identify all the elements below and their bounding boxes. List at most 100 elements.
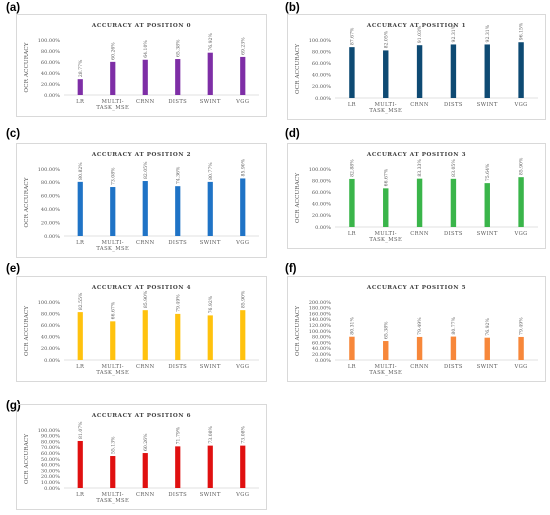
y-tick-label: 60.00% <box>41 451 60 457</box>
bar-multi-task-mse <box>110 321 116 360</box>
y-tick-label: 40.00% <box>312 346 331 352</box>
x-tick-label: MULTI-TASK_MSE <box>96 364 129 376</box>
y-tick-label: 100.00% <box>309 167 331 173</box>
data-label: 85.90% <box>240 158 246 176</box>
chart-panel-b: ACCURACY AT POSITION 1 OCR ACCURACY 0.00% 2… <box>287 14 546 120</box>
chart-svg: ACCURACY AT POSITION 3 OCR ACCURACY 0.00% 2… <box>287 143 546 249</box>
data-label: 65.38% <box>175 39 181 57</box>
data-label: 79.49% <box>417 317 423 335</box>
data-label: 82.55% <box>78 292 84 310</box>
x-tick-label: SWINT <box>477 102 498 108</box>
data-label: 87.67% <box>350 27 356 45</box>
data-label: 82.05% <box>143 161 149 179</box>
data-label: 91.03% <box>417 25 423 43</box>
y-tick-label: 140.00% <box>309 317 331 323</box>
data-label: 73.08% <box>110 167 116 185</box>
bar-multi-task-mse <box>383 50 389 98</box>
x-tick-label: DISTS <box>444 102 463 108</box>
panel-label-g: (g) <box>6 400 21 412</box>
chart-title: ACCURACY AT POSITION 3 <box>366 152 466 158</box>
data-label: 73.08% <box>240 425 246 443</box>
bar-crnn <box>142 59 148 95</box>
bar-multi-task-mse <box>110 61 116 95</box>
data-label: 76.92% <box>208 295 214 313</box>
bar-multi-task-mse <box>110 456 116 488</box>
chart-frame <box>287 143 546 249</box>
bar-multi-task-mse <box>383 341 389 360</box>
data-label: 74.36% <box>175 166 181 184</box>
y-tick-label: 40.00% <box>41 71 60 77</box>
y-tick-label: 100.00% <box>38 167 60 173</box>
y-tick-label: 0.00% <box>315 96 331 102</box>
y-tick-label: 50.00% <box>41 457 60 463</box>
x-tick-label: CRNN <box>136 99 155 105</box>
y-axis-label: OCR ACCURACY <box>24 434 30 484</box>
x-tick-label: VGG <box>235 492 249 498</box>
bar-swint <box>484 44 490 98</box>
bar-dists <box>450 44 457 98</box>
y-tick-label: 10.00% <box>41 480 60 486</box>
y-axis-label: OCR ACCURACY <box>295 306 301 356</box>
x-tick-label: SWINT <box>200 99 221 105</box>
y-tick-label: 30.00% <box>41 468 60 474</box>
x-tick-label: DISTS <box>444 231 463 237</box>
y-tick-label: 70.00% <box>41 445 60 451</box>
bar-crnn <box>142 181 148 236</box>
bar-crnn <box>416 178 423 227</box>
bar-swint <box>484 183 490 227</box>
y-tick-label: 0.00% <box>44 93 60 99</box>
x-tick-label: VGG <box>235 240 249 246</box>
data-label: 55.13% <box>110 436 116 454</box>
y-tick-label: 60.00% <box>312 190 331 196</box>
y-tick-label: 40.00% <box>41 207 60 213</box>
x-tick-label: CRNN <box>136 364 155 370</box>
bar-swint <box>207 445 213 488</box>
data-label: 76.92% <box>485 318 491 336</box>
chart-title: ACCURACY AT POSITION 5 <box>366 285 466 291</box>
data-label: 71.79% <box>175 426 181 444</box>
bar-multi-task-mse <box>383 188 389 227</box>
y-tick-label: 40.00% <box>41 463 60 469</box>
panel-label-d: (d) <box>285 128 300 140</box>
panel-label-a: (a) <box>6 2 21 14</box>
data-label: 65.38% <box>383 321 389 339</box>
chart-frame <box>16 14 267 117</box>
data-label: 80.31% <box>350 317 356 335</box>
data-label: 60.26% <box>143 433 149 451</box>
data-label: 82.05% <box>383 30 389 48</box>
data-label: 82.88% <box>350 159 356 177</box>
y-axis-label: OCR ACCURACY <box>24 177 30 227</box>
x-tick-label: DISTS <box>168 492 187 498</box>
bar-swint <box>484 337 490 360</box>
data-label: 69.23% <box>240 37 246 55</box>
y-tick-label: 80.00% <box>312 49 331 55</box>
data-label: 92.31% <box>485 24 491 42</box>
data-label: 96.15% <box>519 22 525 40</box>
bar-dists <box>175 59 181 95</box>
bar-lr <box>77 181 83 236</box>
data-label: 85.90% <box>143 290 149 308</box>
y-tick-label: 60.00% <box>312 61 331 67</box>
data-label: 66.67% <box>383 168 389 186</box>
x-tick-label: LR <box>348 364 357 370</box>
bar-lr <box>349 47 355 98</box>
x-tick-label: MULTI-TASK_MSE <box>369 231 402 243</box>
x-tick-label: SWINT <box>477 364 498 370</box>
y-tick-label: 80.00% <box>41 439 60 445</box>
bar-lr <box>77 440 83 488</box>
data-label: 79.49% <box>175 294 181 312</box>
bar-vgg <box>240 56 246 95</box>
y-tick-label: 20.00% <box>41 82 60 88</box>
data-label: 85.90% <box>240 290 246 308</box>
chart-panel-a: ACCURACY AT POSITION 0 OCR ACCURACY 0.00% 2… <box>16 14 267 117</box>
x-tick-label: CRNN <box>136 240 155 246</box>
y-tick-label: 20.00% <box>312 352 331 358</box>
data-label: 60.26% <box>110 42 116 60</box>
x-tick-label: SWINT <box>200 240 221 246</box>
bar-vgg <box>240 310 246 360</box>
bar-crnn <box>142 310 148 360</box>
chart-svg: ACCURACY AT POSITION 4 OCR ACCURACY 0.00% 2… <box>16 276 267 382</box>
y-axis-label: OCR ACCURACY <box>24 42 30 92</box>
panel-label-e: (e) <box>6 263 21 275</box>
bar-dists <box>175 446 181 488</box>
